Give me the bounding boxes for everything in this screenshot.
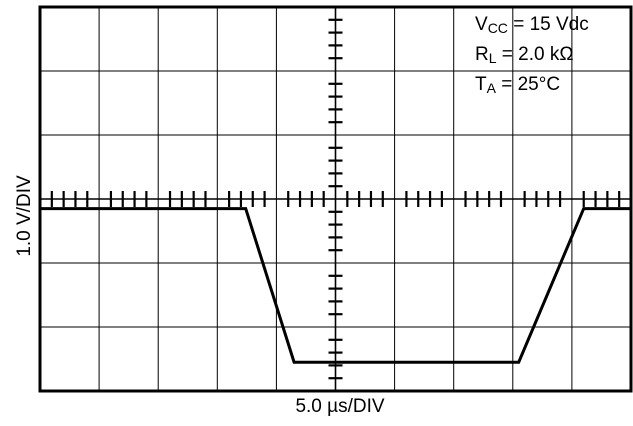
ta-subscript: A (486, 80, 496, 96)
scope-frame (38, 5, 633, 393)
x-axis-label: 5.0 µs/DIV (295, 396, 385, 417)
waveform-trace (40, 207, 631, 364)
center-ticks (50, 18, 621, 380)
rl-subscript: L (488, 50, 497, 66)
vcc-value: = 15 Vdc (507, 14, 589, 35)
vcc-subscript: CC (487, 20, 508, 36)
waveform (40, 207, 631, 364)
condition-ta: TA = 25°C (475, 74, 560, 99)
rl-symbol: R (475, 44, 489, 65)
condition-vcc: VCC = 15 Vdc (475, 14, 589, 39)
vcc-symbol: V (475, 14, 488, 35)
y-axis-label: 1.0 V/DIV (14, 175, 35, 257)
ta-symbol: T (475, 74, 487, 95)
condition-rl: RL = 2.0 kΩ (475, 44, 574, 69)
rl-value: = 2.0 kΩ (496, 44, 574, 65)
ta-value: = 25°C (495, 74, 561, 95)
